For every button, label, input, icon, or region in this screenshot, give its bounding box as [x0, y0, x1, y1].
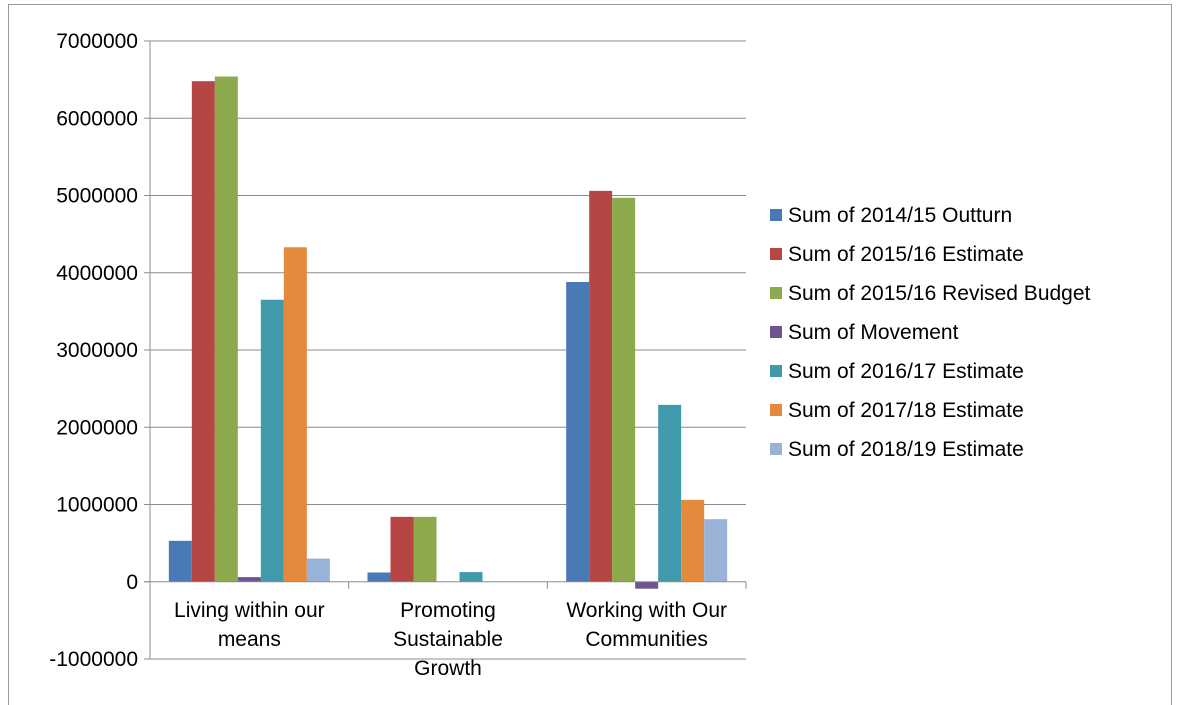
y-tick-label: 1000000 — [56, 494, 138, 517]
legend-label: Sum of 2015/16 Revised Budget — [788, 282, 1091, 305]
y-tick-label: 0 — [126, 571, 138, 594]
category-label: Promoting — [400, 599, 496, 622]
bar — [283, 247, 307, 582]
legend: Sum of 2014/15 Outturn Sum of 2015/16 Est… — [770, 204, 1091, 461]
bar — [635, 581, 659, 589]
category-label: Sustainable — [393, 628, 503, 651]
bars — [168, 76, 728, 589]
axes — [144, 40, 747, 660]
bar — [260, 299, 284, 582]
bar — [413, 516, 437, 582]
bar — [214, 76, 238, 582]
legend-swatch — [770, 248, 782, 260]
gridlines — [150, 40, 746, 660]
legend-swatch — [770, 287, 782, 299]
category-label: Living within our — [174, 599, 325, 622]
bar — [681, 499, 705, 582]
y-tick-label: 4000000 — [56, 262, 138, 285]
y-tick-label: 5000000 — [56, 185, 138, 208]
legend-label: Sum of 2015/16 Estimate — [788, 243, 1024, 266]
bar — [566, 282, 590, 582]
legend-swatch — [770, 365, 782, 377]
y-tick-labels: 7000000 6000000 5000000 4000000 3000000 20000… — [49, 30, 138, 671]
legend-swatch — [770, 443, 782, 455]
legend-label: Sum of 2018/19 Estimate — [788, 438, 1024, 461]
legend-label: Sum of 2016/17 Estimate — [788, 360, 1024, 383]
bar — [237, 577, 261, 582]
y-tick-label: 2000000 — [56, 416, 138, 439]
bar — [589, 190, 613, 582]
bar — [704, 519, 728, 582]
y-tick-label: 6000000 — [56, 107, 138, 130]
category-label: means — [218, 628, 281, 651]
bar — [390, 516, 414, 582]
category-label: Communities — [585, 628, 708, 651]
legend-swatch — [770, 404, 782, 416]
legend-swatch — [770, 326, 782, 338]
bar — [658, 404, 682, 582]
bar — [367, 572, 391, 582]
category-label: Working with Our — [566, 599, 727, 622]
legend-swatch — [770, 209, 782, 221]
y-tick-label: 7000000 — [56, 30, 138, 53]
category-labels: Living within our means Promoting Sustainab… — [174, 599, 727, 680]
legend-label: Sum of 2017/18 Estimate — [788, 399, 1024, 422]
bar — [612, 197, 636, 582]
bar — [168, 540, 192, 582]
legend-label: Sum of Movement — [788, 321, 959, 344]
bar — [459, 572, 483, 582]
legend-label: Sum of 2014/15 Outturn — [788, 204, 1012, 227]
bar — [306, 558, 330, 582]
y-tick-label: 3000000 — [56, 339, 138, 362]
y-tick-label: -1000000 — [49, 648, 138, 671]
bar — [191, 81, 215, 582]
category-label: Growth — [414, 657, 482, 680]
